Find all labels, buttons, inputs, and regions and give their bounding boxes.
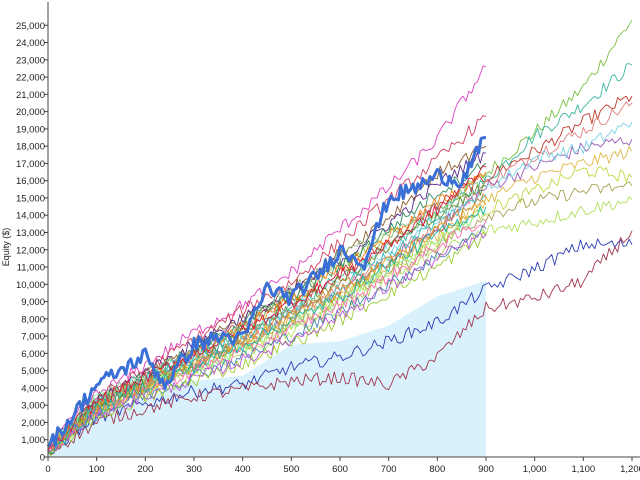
- x-tick-label: 100: [89, 464, 105, 475]
- x-tick-label: 400: [235, 464, 251, 475]
- x-axis-ticks: 0 100 200 300 400 500 600 700 800 900 1,000 1,100 1,…: [45, 457, 640, 475]
- y-tick-label: 6,000: [21, 349, 45, 360]
- y-tick-label: 12,000: [16, 245, 45, 256]
- y-tick-label: 18,000: [16, 142, 45, 153]
- x-tick-label: 1,200: [620, 464, 640, 475]
- y-tick-label: 8,000: [21, 314, 45, 325]
- series-line-30: [47, 205, 487, 454]
- y-tick-label: 24,000: [16, 38, 45, 49]
- y-axis-title: Equity ($): [1, 228, 11, 267]
- y-tick-label: 14,000: [16, 211, 45, 222]
- y-tick-label: 22,000: [16, 73, 45, 84]
- y-tick-label: 9,000: [21, 297, 45, 308]
- series-line-10: [47, 196, 633, 456]
- y-tick-label: 5,000: [21, 366, 45, 377]
- highlight-layer: [46, 136, 487, 448]
- y-tick-label: 3,000: [21, 401, 45, 412]
- highlight-series-line: [46, 136, 487, 448]
- series-line-28: [47, 232, 487, 453]
- x-tick-label: 1,000: [523, 464, 547, 475]
- series-line-19: [47, 178, 487, 450]
- series-line-29: [47, 165, 487, 451]
- y-tick-label: 11,000: [17, 263, 45, 274]
- series-line-21: [47, 194, 487, 451]
- y-tick-label: 21,000: [16, 90, 45, 101]
- y-tick-label: 0: [40, 453, 45, 464]
- y-tick-label: 13,000: [16, 228, 45, 239]
- y-axis-ticks: 0 1,000 2,000 3,000 4,000 5,000 6,000 7,000 8,00…: [16, 21, 48, 464]
- y-tick-label: 20,000: [16, 107, 45, 118]
- x-tick-label: 500: [283, 464, 299, 475]
- y-tick-label: 19,000: [16, 124, 45, 135]
- series-line-3: [47, 95, 633, 449]
- y-tick-label: 16,000: [16, 176, 45, 187]
- y-tick-label: 1,000: [21, 435, 45, 446]
- x-tick-label: 600: [332, 464, 348, 475]
- y-tick-label: 4,000: [21, 383, 45, 394]
- x-tick-label: 200: [137, 464, 153, 475]
- area-layer: [48, 280, 486, 457]
- y-tick-label: 25,000: [16, 21, 45, 32]
- x-tick-label: 1,100: [571, 464, 595, 475]
- x-tick-label: 700: [381, 464, 397, 475]
- y-tick-label: 10,000: [16, 280, 45, 291]
- y-tick-label: 2,000: [21, 418, 45, 429]
- y-tick-label: 23,000: [16, 55, 45, 66]
- x-tick-label: 0: [45, 464, 50, 475]
- x-tick-label: 900: [478, 464, 494, 475]
- y-tick-label: 15,000: [16, 193, 45, 204]
- series-line-26: [47, 193, 487, 452]
- x-tick-label: 800: [429, 464, 445, 475]
- y-tick-label: 17,000: [16, 159, 45, 170]
- shaded-area: [48, 280, 486, 457]
- y-tick-label: 7,000: [21, 332, 45, 343]
- axes-layer: [47, 2, 640, 458]
- series-line-27: [47, 231, 487, 454]
- series-line-12: [47, 230, 633, 455]
- x-tick-label: 300: [186, 464, 202, 475]
